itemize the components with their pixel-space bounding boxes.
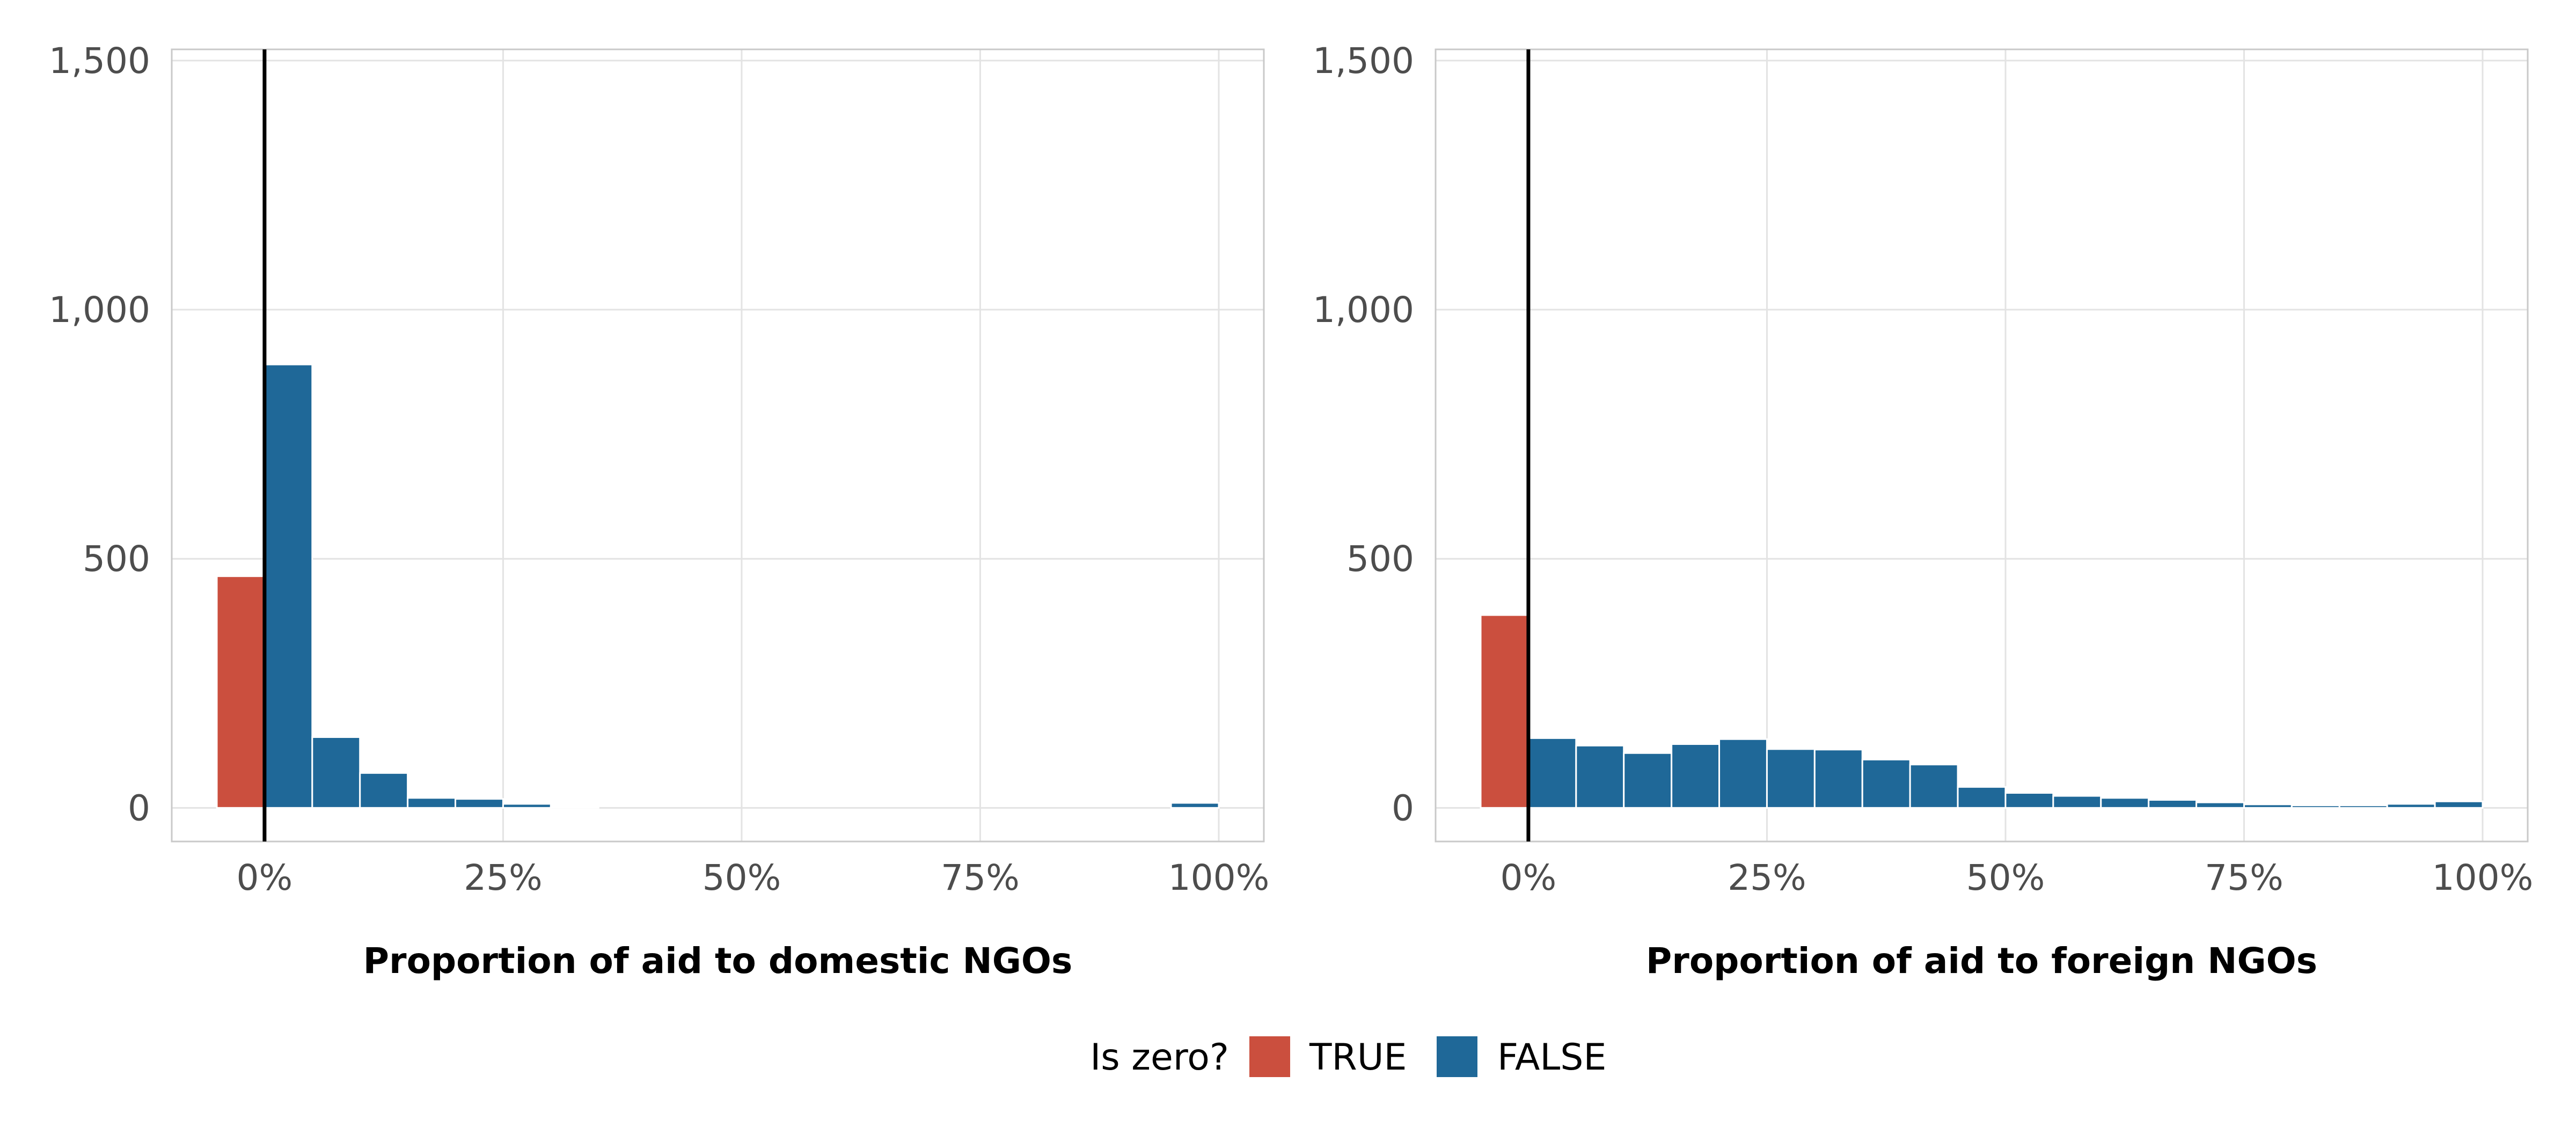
x-tick-label-2: 50% bbox=[702, 857, 781, 898]
bar-false-3 bbox=[407, 797, 457, 809]
bar-false-5 bbox=[502, 803, 552, 809]
x-tick-label-1: 25% bbox=[464, 857, 543, 898]
bar-false-11 bbox=[2052, 795, 2102, 809]
bar-false-4 bbox=[1718, 738, 1768, 809]
x-tick-label-4: 100% bbox=[2432, 857, 2534, 898]
x-tick-label-1: 25% bbox=[1728, 857, 1806, 898]
y-tick-label-3: 1,500 bbox=[49, 40, 150, 82]
bar-true-0 bbox=[216, 575, 266, 809]
panel-domestic-ngos: 0 500 1,000 1,500 0% 25% 50% 75% 100% Proportion … bbox=[49, 40, 1269, 982]
x-tick-label-2: 50% bbox=[1966, 857, 2045, 898]
y-tick-label-3: 1,500 bbox=[1313, 40, 1414, 82]
bar-false-8 bbox=[1909, 764, 1959, 809]
bar-false-0 bbox=[264, 363, 313, 809]
legend-label-true: TRUE bbox=[1309, 1036, 1407, 1079]
y-tick-label-2: 1,000 bbox=[49, 289, 150, 331]
bar-false-14 bbox=[2196, 801, 2245, 809]
legend: Is zero? TRUE FALSE bbox=[1090, 1036, 1606, 1079]
bar-false-7 bbox=[1861, 758, 1911, 809]
bar-false-5 bbox=[1766, 748, 1816, 809]
x-tick-label-3: 75% bbox=[941, 857, 1020, 898]
bar-false-9 bbox=[1957, 786, 2007, 809]
bar-false-18 bbox=[2386, 803, 2436, 809]
panel-border bbox=[1435, 48, 2529, 843]
x-tick-label-4: 100% bbox=[1168, 857, 1270, 898]
bar-false-13 bbox=[2148, 799, 2198, 809]
x-tick-label-0: 0% bbox=[1501, 857, 1557, 898]
y-tick-label-0: 0 bbox=[128, 787, 150, 829]
y-tick-label-1: 500 bbox=[1346, 538, 1414, 580]
panel-border bbox=[171, 48, 1265, 843]
bar-false-7 bbox=[1170, 802, 1220, 809]
legend-swatch-true bbox=[1249, 1036, 1290, 1077]
y-tick-label-1: 500 bbox=[83, 538, 150, 580]
bar-false-2 bbox=[359, 772, 409, 809]
x-tick-label-3: 75% bbox=[2205, 857, 2284, 898]
bar-true-0 bbox=[1480, 614, 1529, 809]
bar-false-1 bbox=[1575, 744, 1625, 809]
y-tick-label-2: 1,000 bbox=[1313, 289, 1414, 331]
bar-false-19 bbox=[2434, 800, 2484, 809]
legend-title: Is zero? bbox=[1090, 1036, 1229, 1079]
bar-false-6 bbox=[1813, 749, 1863, 809]
x-tick-label-0: 0% bbox=[237, 857, 293, 898]
bar-false-16 bbox=[2290, 804, 2340, 809]
bar-false-1 bbox=[311, 736, 361, 809]
panel-foreign-ngos: 0 500 1,000 1,500 0% 25% 50% 75% 100% Proportion … bbox=[1313, 40, 2533, 982]
legend-label-false: FALSE bbox=[1497, 1036, 1606, 1079]
x-axis-title: Proportion of aid to domestic NGOs bbox=[363, 940, 1073, 982]
bar-false-2 bbox=[1623, 752, 1673, 809]
legend-swatch-false bbox=[1437, 1036, 1477, 1077]
bar-false-4 bbox=[455, 798, 504, 809]
bar-false-3 bbox=[1671, 743, 1721, 809]
bar-false-6 bbox=[550, 806, 599, 809]
x-axis-title: Proportion of aid to foreign NGOs bbox=[1646, 940, 2317, 982]
bar-false-15 bbox=[2243, 803, 2293, 809]
bar-false-0 bbox=[1527, 737, 1577, 809]
bar-false-12 bbox=[2100, 797, 2150, 809]
y-tick-label-0: 0 bbox=[1392, 787, 1414, 829]
bar-false-10 bbox=[2004, 792, 2054, 809]
bar-false-17 bbox=[2338, 804, 2388, 809]
